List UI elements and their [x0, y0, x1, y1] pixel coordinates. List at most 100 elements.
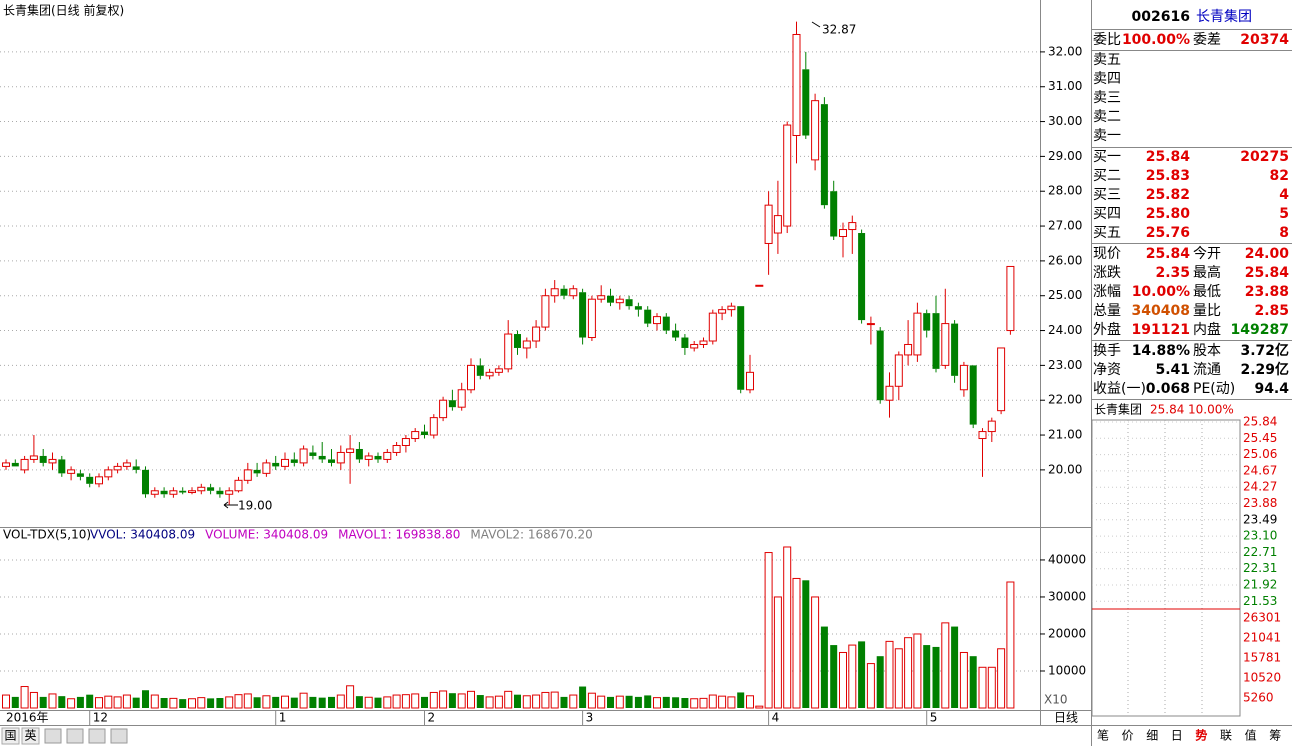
volume-bar: [411, 693, 420, 709]
toolbar-button[interactable]: [21, 727, 40, 745]
volume-bar: [374, 697, 382, 708]
quote-value: 191121: [1132, 322, 1190, 338]
volume-bar: [216, 698, 224, 708]
volume-bar: [253, 697, 261, 708]
toolbar-text[interactable]: 国: [4, 729, 16, 743]
volume-bar: [959, 651, 968, 709]
volume-bar: [336, 694, 345, 709]
tab[interactable]: 势: [1195, 728, 1207, 743]
y-tick-label: 27.00: [1048, 219, 1082, 233]
volume-bar: [207, 698, 215, 708]
volume-bar: [457, 693, 466, 709]
candle-body: [532, 326, 541, 342]
toolbar-icon[interactable]: [88, 728, 106, 744]
volume-bar: [690, 698, 699, 709]
toolbar-text[interactable]: 英: [24, 729, 36, 743]
candle-body: [272, 462, 280, 467]
toolbar-icon[interactable]: [110, 728, 128, 744]
candle-body: [401, 438, 410, 446]
tab[interactable]: 细: [1146, 729, 1158, 743]
candle-body: [597, 295, 606, 300]
candle-body: [197, 486, 206, 492]
mini-change: 10.00%: [1188, 403, 1234, 417]
quote-label: 外盘: [1093, 321, 1121, 338]
volume-bar: [113, 696, 122, 709]
y-tick-label: 40000: [1048, 552, 1086, 566]
stock-code: 002616: [1132, 9, 1190, 25]
tab[interactable]: 联: [1220, 729, 1232, 743]
volume-bar: [932, 646, 940, 708]
volume-bar: [653, 697, 661, 709]
candle-body: [429, 417, 438, 436]
toolbar-icon[interactable]: [66, 728, 84, 744]
y-tick-label: 29.00: [1048, 149, 1082, 163]
volume-bar: [746, 695, 754, 709]
candle-body: [281, 458, 289, 467]
candle-body: [234, 479, 243, 492]
x-tick-label: 4: [772, 711, 780, 725]
quote-value: 82: [1270, 168, 1289, 184]
candle-body: [29, 455, 38, 460]
candle-body: [467, 364, 475, 391]
volume-bar: [699, 697, 708, 709]
candle-body: [142, 469, 149, 495]
quote-value: 20275: [1240, 149, 1289, 165]
quote-value: 100.00%: [1122, 32, 1190, 48]
candle-body: [374, 455, 382, 460]
quote-label: 换手: [1093, 342, 1121, 359]
candle-body: [615, 298, 624, 304]
volume-bar: [783, 546, 792, 709]
tab[interactable]: 笔: [1097, 728, 1109, 743]
tab[interactable]: 筹: [1269, 729, 1281, 743]
candle-body: [587, 298, 596, 339]
quote-value: 2.85: [1254, 303, 1289, 319]
volume-bar: [587, 692, 596, 709]
quote-value: 25.84: [1146, 246, 1191, 262]
y-tick-label: 26.00: [1048, 253, 1082, 267]
toolbar-icon[interactable]: [44, 728, 62, 744]
candle-body: [188, 490, 196, 494]
mini-price-label: 22.71: [1243, 545, 1277, 559]
volume-bar: [672, 697, 680, 708]
volume-bar: [802, 580, 810, 708]
candle-body: [690, 343, 699, 349]
volume-bar: [634, 696, 642, 708]
volume-bar: [569, 694, 578, 709]
volume-bar: [421, 696, 428, 708]
candle-body: [718, 309, 727, 314]
volume-bar: [858, 641, 866, 708]
quote-value: 5: [1279, 206, 1289, 222]
candle-body: [253, 469, 261, 474]
candle-body: [20, 458, 29, 471]
candle-body: [364, 455, 373, 460]
volume-bar: [894, 648, 903, 709]
candle-body: [737, 306, 745, 390]
candle-body: [421, 431, 428, 436]
volume-bar: [272, 696, 280, 708]
volume-bar: [142, 690, 149, 708]
volume-bar: [234, 694, 243, 709]
volume-bar: [830, 645, 838, 708]
mini-price-label: 22.31: [1243, 561, 1277, 575]
volume-bar: [718, 695, 727, 709]
volume-bar: [811, 596, 820, 709]
quote-label: 涨幅: [1093, 284, 1121, 300]
mini-price-label: 24.27: [1243, 480, 1277, 494]
max-label: 32.87: [822, 23, 856, 37]
volume-bar: [364, 696, 373, 709]
volume-bar: [941, 622, 950, 709]
quote-value: 149287: [1231, 322, 1289, 338]
candle-body: [923, 313, 931, 331]
tab[interactable]: 日: [1171, 729, 1183, 743]
tab[interactable]: 值: [1245, 728, 1257, 743]
tab[interactable]: 价: [1122, 729, 1134, 743]
candle-body: [485, 371, 494, 377]
quote-label: 买五: [1093, 225, 1121, 241]
candle-body: [336, 451, 345, 464]
candle-body: [653, 316, 661, 325]
toolbar-button[interactable]: [1, 727, 20, 745]
max-pointer: [811, 21, 821, 28]
y-tick-label: 30000: [1048, 589, 1086, 603]
candle-body: [58, 459, 66, 474]
